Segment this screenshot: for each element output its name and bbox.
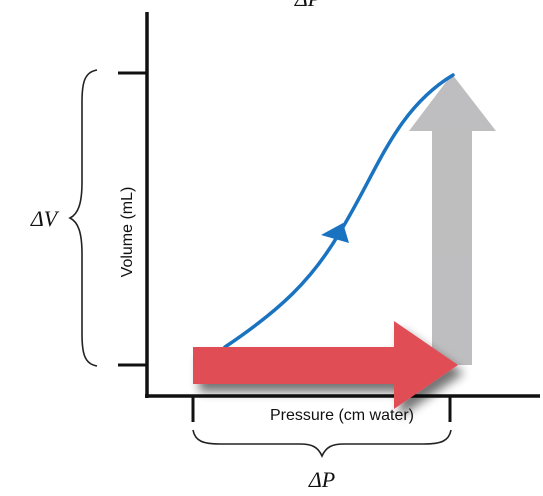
delta-p-label: ΔP	[308, 467, 335, 492]
top-delta-p-label: ΔP	[294, 0, 321, 11]
vertical-volume-arrow	[409, 74, 496, 365]
horizontal-pressure-arrow	[193, 321, 458, 409]
x-axis-label: Pressure (cm water)	[270, 407, 414, 424]
delta-p-brace	[192, 429, 452, 458]
y-axis-label: Volume (mL)	[119, 187, 136, 278]
compliance-curve	[223, 73, 455, 349]
delta-v-label: ΔV	[30, 206, 60, 231]
delta-v-brace	[68, 69, 98, 367]
curve-direction-arrowhead	[321, 223, 349, 243]
